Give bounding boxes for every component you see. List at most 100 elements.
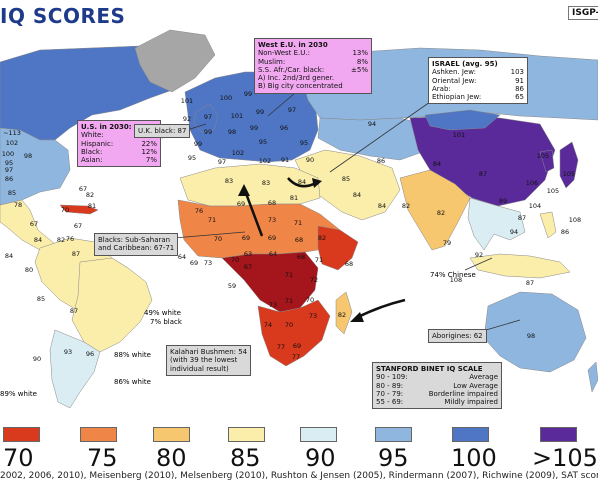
page-title: IQ SCORES xyxy=(0,4,126,28)
score-label: 100 xyxy=(2,150,14,158)
region-caribbean xyxy=(59,204,99,215)
region-horn-of-africa xyxy=(317,225,359,271)
stanford-row-label: 70 - 79: xyxy=(376,389,404,398)
west-eu-row: Muslim: 8% xyxy=(258,58,368,66)
score-label: 71 xyxy=(285,271,293,279)
kalahari-line-3: individual result) xyxy=(170,364,229,373)
score-label: 79 xyxy=(443,239,451,247)
score-label: 77 xyxy=(292,353,300,361)
israel-row-value: 86 xyxy=(515,84,524,93)
region-new-zealand xyxy=(587,361,598,393)
score-label: 71 xyxy=(285,297,293,305)
score-label: 105 xyxy=(537,152,549,160)
us-2030-row-value: 7% xyxy=(145,156,157,165)
score-label: 84 xyxy=(378,202,386,210)
score-label: 95 xyxy=(300,139,308,147)
score-label: 84 xyxy=(353,191,361,199)
score-label: 67 xyxy=(244,263,252,271)
score-label: 76 xyxy=(66,235,74,243)
score-label: 99 xyxy=(244,90,252,98)
leader-israel xyxy=(329,94,441,173)
stanford-row-label: 55 - 69: xyxy=(376,398,404,407)
west-eu-row: S.S. Afr./Car. black: ±5% xyxy=(258,66,368,74)
stanford-row-label: 90 - 109: xyxy=(376,373,408,382)
legend-swatch xyxy=(80,427,117,442)
kalahari-line-1: Kalahari Bushmen: 54 xyxy=(170,348,248,356)
score-label: 95 xyxy=(5,159,13,167)
region-central-asia xyxy=(317,117,431,161)
us-2030-row-label: Asian: xyxy=(81,156,103,165)
score-label: 97 xyxy=(5,166,13,174)
legend-label: 80 xyxy=(156,444,187,472)
leader-chinese xyxy=(464,257,493,271)
legend-swatch xyxy=(153,427,190,442)
score-label: 71 xyxy=(294,219,302,227)
region-southern-africa xyxy=(257,299,331,367)
west-eu-row-value: 8% xyxy=(356,57,368,66)
score-labels: 1011009998929710199979998999699959510297… xyxy=(2,87,581,363)
score-label: 108 xyxy=(569,216,581,224)
israel-row-label: Arab: xyxy=(432,84,451,93)
legend-label: >105 xyxy=(532,444,598,472)
score-label: 64 xyxy=(178,253,186,261)
score-label: 80 xyxy=(25,266,33,274)
score-label: 90 xyxy=(33,355,41,363)
leader-aborigines xyxy=(485,319,521,331)
score-label: 87 xyxy=(72,250,80,258)
score-label: 82 xyxy=(57,236,65,244)
israel-row: Arab: 86 xyxy=(432,85,524,93)
score-label: 87 xyxy=(70,307,78,315)
score-label: 92 xyxy=(475,251,483,259)
score-label: 81 xyxy=(290,194,298,202)
west-eu-row-value: ±5% xyxy=(351,65,368,74)
score-label: 97 xyxy=(288,106,296,114)
arrow-head-north xyxy=(238,184,250,196)
score-label: 104 xyxy=(529,202,541,210)
blacks-callout: Blacks: Sub-Saharan and Caribbean: 67-71 xyxy=(94,233,179,256)
score-label: 70 xyxy=(306,296,314,304)
score-label: 82 xyxy=(338,311,346,319)
score-label: 85 xyxy=(8,189,16,197)
region-mongolia xyxy=(424,109,501,131)
white-88-annotation: 88% white xyxy=(114,351,151,359)
score-label: 95 xyxy=(188,154,196,162)
score-label: 70 xyxy=(285,321,293,329)
us-2030-row-value: 12% xyxy=(141,147,157,156)
score-label: 67 xyxy=(74,222,82,230)
stanford-row-value: Borderline impaired xyxy=(428,389,498,398)
stanford-row-value: Average xyxy=(469,373,498,382)
leader-westeu xyxy=(267,92,296,117)
west-eu-row-label: Muslim: xyxy=(258,57,286,66)
aborigines-callout: Aborigines: 62 xyxy=(428,329,487,344)
score-label: 108 xyxy=(450,276,462,284)
west-eu-note-b: B) Big city concentrated xyxy=(258,82,343,91)
region-british-isles xyxy=(193,103,219,133)
score-label: 77 xyxy=(277,343,285,351)
region-central-africa xyxy=(221,251,319,313)
score-label: 74 xyxy=(264,321,272,329)
white-89-annotation: 89% white xyxy=(0,390,37,398)
score-label: 86 xyxy=(377,157,385,165)
legend-label: 70 xyxy=(3,444,34,472)
score-label: 78 xyxy=(14,201,22,209)
stanford-row-label: 80 - 89: xyxy=(376,381,404,390)
stanford-row: 70 - 79: Borderline impaired xyxy=(376,390,498,398)
score-label: 68 xyxy=(345,260,353,268)
score-label: 68 xyxy=(295,236,303,244)
score-label: 102 xyxy=(232,149,244,157)
score-label: 69 xyxy=(242,234,250,242)
score-label: 84 xyxy=(5,252,13,260)
score-label: 96 xyxy=(280,124,288,132)
legend-label: 95 xyxy=(378,444,409,472)
score-label: 94 xyxy=(368,120,376,128)
score-label: 71 xyxy=(208,216,216,224)
israel-title: ISRAEL (avg. 95) xyxy=(432,60,498,68)
region-madagascar xyxy=(335,291,353,335)
score-label: 84 xyxy=(298,178,306,186)
region-north-africa xyxy=(179,163,321,207)
legend-swatch xyxy=(228,427,265,442)
score-label: 73 xyxy=(204,259,212,267)
us-2030-row: Hispanic: 22% xyxy=(81,140,157,148)
legend-swatch xyxy=(540,427,577,442)
